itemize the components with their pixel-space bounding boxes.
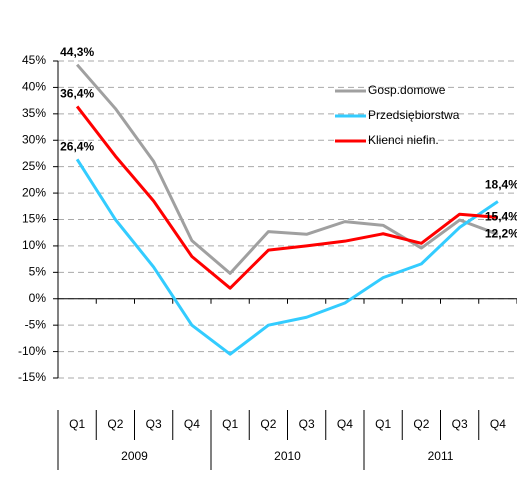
y-tick-label: 20% (22, 185, 46, 199)
y-tick-label: 35% (22, 106, 46, 120)
y-tick-label: 0% (29, 291, 47, 305)
year-label: 2009 (121, 449, 148, 463)
x-tick-label: Q4 (184, 417, 200, 431)
x-tick-label: Q1 (69, 417, 85, 431)
series-line (75, 158, 499, 356)
x-tick-label: Q4 (490, 417, 506, 431)
y-tick-label: 5% (29, 265, 47, 279)
y-tick-label: 25% (22, 159, 46, 173)
y-tick-label: 45% (22, 53, 46, 67)
x-tick-label: Q1 (375, 417, 391, 431)
y-tick-label: -5% (25, 317, 47, 331)
x-tick-label: Q2 (107, 417, 123, 431)
data-label: 18,4% (485, 178, 517, 192)
y-tick-label: -10% (18, 344, 46, 358)
x-tick-label: Q2 (413, 417, 429, 431)
series-line (75, 63, 499, 275)
legend-label: Gosp.domowe (368, 83, 446, 97)
data-label: 26,4% (60, 139, 94, 153)
year-label: 2011 (428, 449, 454, 463)
y-tick-label: -15% (18, 370, 46, 384)
y-tick-label: 40% (22, 80, 46, 94)
year-label: 2010 (274, 449, 301, 463)
data-label: 15,4% (485, 210, 517, 224)
x-tick-label: Q3 (146, 417, 162, 431)
x-tick-label: Q1 (222, 417, 238, 431)
data-label: 36,4% (60, 87, 94, 101)
y-tick-label: 10% (22, 238, 46, 252)
data-label: 44,3% (60, 45, 94, 59)
y-tick-label: 30% (22, 132, 46, 146)
legend-label: Klienci niefin. (368, 133, 439, 147)
data-label: 12,2% (485, 226, 517, 240)
x-tick-label: Q3 (299, 417, 315, 431)
x-tick-label: Q3 (452, 417, 468, 431)
y-tick-label: 15% (22, 212, 46, 226)
legend-label: Przedsiębiorstwa (368, 108, 460, 122)
x-tick-label: Q4 (337, 417, 353, 431)
x-tick-label: Q2 (260, 417, 276, 431)
series-line (75, 105, 498, 290)
